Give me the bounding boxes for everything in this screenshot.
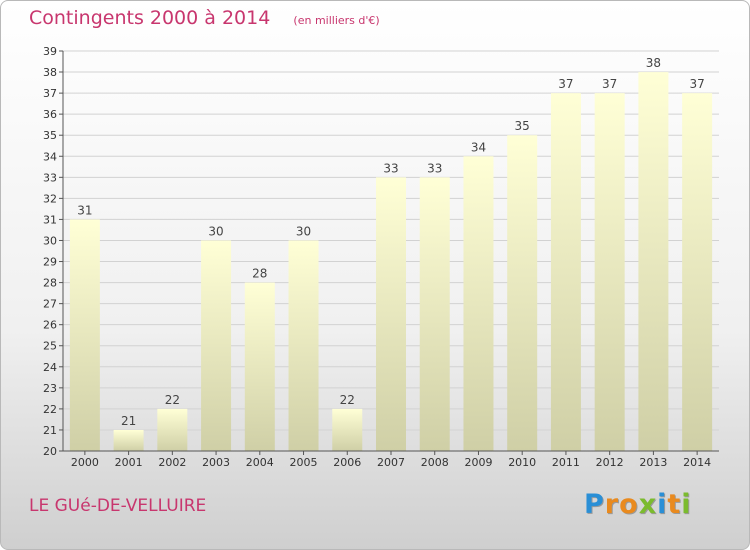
commune-name: LE GUé-DE-VELLUIRE — [29, 496, 207, 516]
y-tick-label: 33 — [43, 171, 57, 184]
bar — [113, 429, 144, 451]
y-tick-label: 34 — [43, 150, 57, 163]
y-tick-label: 38 — [43, 66, 57, 79]
bar — [157, 408, 188, 451]
x-tick-label: 2002 — [158, 456, 186, 469]
bar — [69, 219, 100, 451]
bar — [463, 156, 494, 451]
data-label: 21 — [121, 414, 136, 428]
bar — [201, 240, 232, 451]
logo-letter: i — [681, 489, 692, 520]
data-label: 35 — [515, 119, 530, 133]
data-label: 30 — [296, 224, 311, 238]
bar — [376, 177, 406, 451]
logo-letter: P — [584, 489, 605, 520]
x-tick-label: 2012 — [596, 456, 624, 469]
y-tick-label: 28 — [43, 277, 57, 290]
proxiti-logo: Proxiti — [584, 489, 692, 520]
data-label: 22 — [165, 393, 180, 407]
x-tick-label: 2000 — [71, 456, 99, 469]
y-tick-label: 31 — [43, 213, 57, 226]
bar — [594, 93, 625, 452]
data-label: 37 — [558, 77, 573, 91]
data-label: 31 — [77, 203, 92, 217]
logo-letter: i — [657, 489, 668, 520]
logo-letter: r — [604, 489, 620, 520]
axes: 20 21 22 23 24 25 26 27 28 29 30 31 32 33 34 35 36 37 38 39… — [43, 45, 719, 469]
y-tick-label: 24 — [43, 361, 57, 374]
x-tick-label: 2014 — [683, 456, 711, 469]
bar — [550, 93, 581, 452]
data-label: 33 — [383, 161, 398, 175]
title-row: Contingents 2000 à 2014 (en milliers d'€… — [29, 7, 380, 29]
y-tick-label: 39 — [43, 45, 57, 58]
y-tick-label: 29 — [43, 256, 57, 269]
x-tick-label: 2006 — [333, 456, 361, 469]
bar — [419, 177, 450, 451]
data-label: 22 — [340, 393, 355, 407]
y-tick-label: 22 — [43, 403, 57, 416]
y-tick-label: 23 — [43, 382, 57, 395]
y-tick-label: 36 — [43, 108, 57, 121]
data-label: 38 — [646, 56, 661, 70]
data-label: 37 — [602, 77, 617, 91]
data-label: 37 — [689, 77, 704, 91]
bars: 31 21 22 30 28 30 22 33 33 34 35 37 37 38 37 — [69, 56, 713, 452]
y-tick-label: 37 — [43, 87, 57, 100]
x-tick-label: 2011 — [552, 456, 580, 469]
chart-unit: (en milliers d'€) — [293, 14, 380, 27]
y-tick-label: 30 — [43, 234, 57, 247]
x-tick-label: 2010 — [508, 456, 536, 469]
y-tick-label: 27 — [43, 298, 57, 311]
bar — [507, 135, 538, 452]
logo-letter: x — [638, 489, 658, 520]
y-tick-label: 21 — [43, 424, 57, 437]
x-tick-label: 2009 — [464, 456, 492, 469]
x-tick-label: 2008 — [421, 456, 449, 469]
y-tick-label: 20 — [43, 445, 57, 458]
x-tick-label: 2007 — [377, 456, 405, 469]
x-tick-label: 2005 — [290, 456, 318, 469]
logo-letter: t — [667, 489, 682, 520]
y-tick-label: 25 — [43, 340, 57, 353]
data-label: 30 — [208, 224, 223, 238]
x-tick-label: 2001 — [115, 456, 143, 469]
y-tick-label: 32 — [43, 192, 57, 205]
data-label: 28 — [252, 267, 267, 281]
data-label: 34 — [471, 140, 486, 154]
bar — [638, 72, 669, 451]
x-tick-label: 2003 — [202, 456, 230, 469]
chart-title: Contingents 2000 à 2014 — [29, 7, 271, 29]
x-tick-label: 2013 — [639, 456, 667, 469]
bar — [244, 282, 275, 451]
data-label: 33 — [427, 161, 442, 175]
y-tick-label: 35 — [43, 129, 57, 142]
bar — [288, 240, 319, 451]
bar — [332, 408, 363, 451]
logo-letter: o — [619, 489, 639, 520]
bar — [682, 93, 713, 452]
y-tick-label: 26 — [43, 319, 57, 332]
x-tick-label: 2004 — [246, 456, 274, 469]
